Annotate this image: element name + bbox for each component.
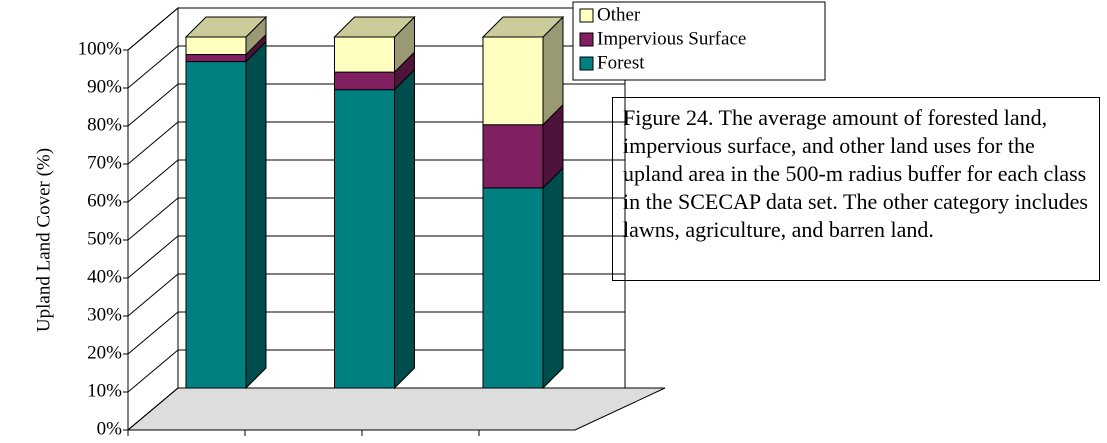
grid-line <box>127 273 625 317</box>
grid-line <box>127 159 625 203</box>
legend-label: Impervious Surface <box>597 28 746 49</box>
bar-front <box>185 61 247 389</box>
y-axis-label: Upland Land Cover (%) <box>33 148 54 332</box>
bar-front <box>185 54 247 63</box>
legend-swatch <box>579 8 594 23</box>
bar-segment <box>482 103 564 190</box>
grid-line <box>127 83 625 127</box>
grid-line <box>127 197 625 241</box>
bar-side <box>542 166 564 390</box>
y-tick-label: 40% <box>87 266 122 287</box>
grid-line <box>127 121 625 165</box>
bar-segment <box>481 15 565 126</box>
bar-front <box>334 36 395 73</box>
y-tick-label: 60% <box>87 190 122 211</box>
legend-label: Forest <box>597 52 645 73</box>
bar-top <box>184 16 268 38</box>
grid-line <box>127 311 625 355</box>
y-tick-label: 0% <box>97 418 123 439</box>
bar-segment <box>334 50 415 91</box>
bar-front <box>334 89 395 389</box>
bar-top <box>333 16 416 38</box>
bar-segment <box>184 15 268 56</box>
bar-segment <box>482 166 564 390</box>
y-tick-label: 30% <box>87 304 122 325</box>
grid-line <box>127 45 625 89</box>
legend-box <box>572 1 826 81</box>
bar-front <box>482 187 544 389</box>
bar-side <box>394 68 415 390</box>
bar-segment <box>185 40 267 390</box>
y-tick-label: 100% <box>78 38 123 59</box>
grid-line <box>127 349 625 393</box>
y-tick-label: 10% <box>87 380 122 401</box>
floor <box>126 387 666 431</box>
x-tick-label: Low Dock <box>263 440 344 443</box>
figure-caption: Figure 24. The average amount of foreste… <box>612 97 1100 281</box>
y-tick-label: 20% <box>87 342 122 363</box>
legend-swatch <box>579 56 594 71</box>
y-tick-label: 90% <box>87 76 122 97</box>
x-tick-label: No Dock <box>151 440 221 443</box>
y-tick-label: 80% <box>87 114 122 135</box>
grid-line <box>127 235 625 279</box>
bar-front <box>334 71 395 91</box>
grid-line <box>127 387 625 431</box>
bar-segment <box>334 68 415 390</box>
bar-front <box>185 36 247 56</box>
bar-side <box>245 40 267 390</box>
y-tick-label: 50% <box>87 228 122 249</box>
y-tick-label: 70% <box>87 152 122 173</box>
bar-segment <box>333 15 416 74</box>
x-tick-label: High Dock <box>378 440 462 443</box>
bar-top <box>481 16 565 38</box>
legend-swatch <box>579 32 594 47</box>
bar-front <box>482 36 544 126</box>
legend-label: Other <box>597 4 641 25</box>
grid-line <box>127 7 625 51</box>
bar-front <box>482 124 544 189</box>
